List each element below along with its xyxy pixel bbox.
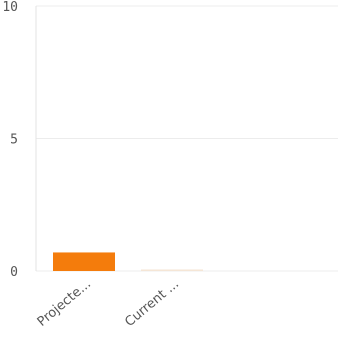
bar-2[interactable] <box>141 269 203 272</box>
y-tick-labels: 0 5 10 <box>2 0 18 280</box>
bars <box>53 252 203 271</box>
x-tick-label: Projecte... <box>35 277 94 330</box>
y-tick-label: 5 <box>10 133 18 148</box>
x-tick-labels: Projecte... Current ... <box>35 277 182 331</box>
y-tick-label: 0 <box>10 265 18 280</box>
gridlines <box>36 5 338 272</box>
y-tick-label: 10 <box>2 0 18 15</box>
x-tick-label: Current ... <box>122 277 182 331</box>
bar-1[interactable] <box>53 252 115 271</box>
